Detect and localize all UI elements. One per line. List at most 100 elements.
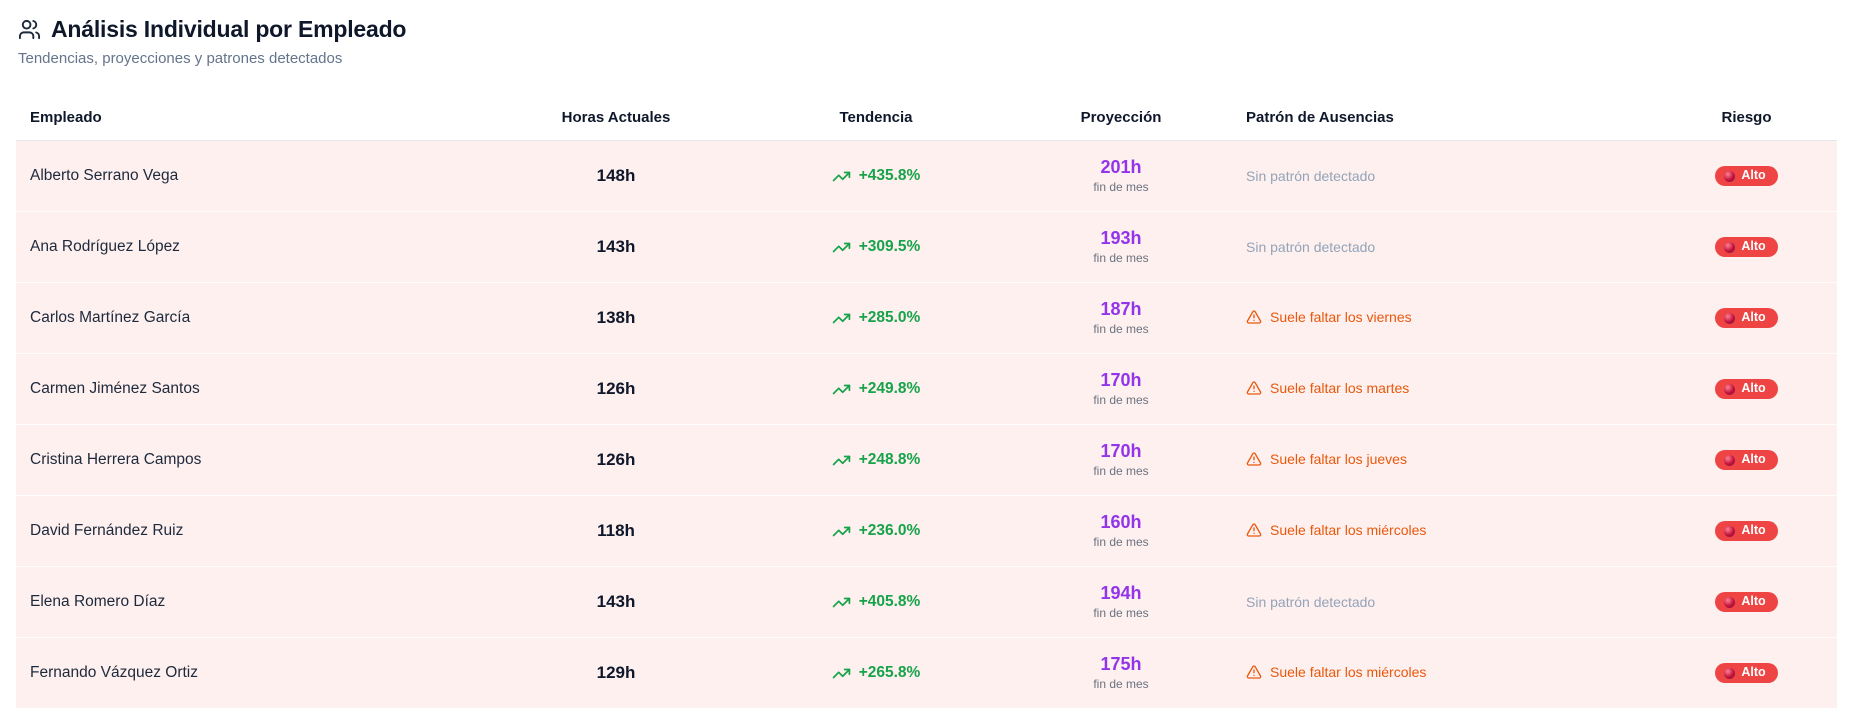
trend-value: +435.8% bbox=[858, 167, 921, 184]
trending-up-icon bbox=[832, 242, 850, 252]
table-row: Ana Rodríguez López 143h +309.5% 193h fi… bbox=[16, 212, 1837, 283]
trending-up-icon bbox=[832, 526, 850, 536]
projection-cell: 193h fin de mes bbox=[1006, 228, 1236, 265]
current-hours: 143h bbox=[596, 592, 636, 611]
risk-badge: Alto bbox=[1715, 521, 1778, 541]
absence-pattern-cell: Sin patrón detectado bbox=[1236, 168, 1656, 184]
projection-sublabel: fin de mes bbox=[1093, 463, 1149, 478]
absence-pattern-warning: Suele faltar los miércoles bbox=[1246, 664, 1426, 680]
risk-badge: Alto bbox=[1715, 663, 1778, 683]
projection-value: 201h bbox=[1100, 157, 1142, 178]
risk-label: Alto bbox=[1741, 168, 1766, 183]
projection-value: 193h bbox=[1100, 228, 1142, 249]
projection-cell: 187h fin de mes bbox=[1006, 299, 1236, 336]
risk-cell: Alto bbox=[1656, 379, 1837, 399]
risk-label: Alto bbox=[1741, 310, 1766, 325]
red-dot-icon bbox=[1724, 525, 1736, 537]
absence-pattern-none: Sin patrón detectado bbox=[1246, 594, 1376, 610]
employee-name: Carmen Jiménez Santos bbox=[30, 380, 200, 397]
users-icon bbox=[18, 19, 41, 40]
projection-cell: 170h fin de mes bbox=[1006, 441, 1236, 478]
trend-value: +248.8% bbox=[858, 451, 921, 468]
table-body: Alberto Serrano Vega 148h +435.8% 201h f… bbox=[16, 141, 1837, 709]
employee-name: Alberto Serrano Vega bbox=[30, 167, 179, 184]
trending-up-icon bbox=[832, 668, 850, 678]
projection-sublabel: fin de mes bbox=[1093, 676, 1149, 691]
current-hours: 148h bbox=[596, 166, 636, 185]
current-hours: 118h bbox=[597, 521, 635, 540]
risk-label: Alto bbox=[1741, 665, 1766, 680]
risk-cell: Alto bbox=[1656, 663, 1837, 683]
trending-up-icon bbox=[832, 455, 850, 465]
projection-cell: 175h fin de mes bbox=[1006, 654, 1236, 691]
red-dot-icon bbox=[1724, 383, 1736, 395]
table-row: Cristina Herrera Campos 126h +248.8% 170… bbox=[16, 425, 1837, 496]
risk-label: Alto bbox=[1741, 239, 1766, 254]
absence-pattern-text: Suele faltar los viernes bbox=[1270, 308, 1412, 325]
risk-cell: Alto bbox=[1656, 166, 1837, 186]
column-header-empleado: Empleado bbox=[30, 109, 102, 126]
warning-triangle-icon bbox=[1246, 664, 1262, 679]
risk-label: Alto bbox=[1741, 452, 1766, 467]
current-hours: 143h bbox=[596, 237, 636, 256]
risk-label: Alto bbox=[1741, 523, 1766, 538]
projection-sublabel: fin de mes bbox=[1093, 605, 1149, 620]
current-hours: 126h bbox=[596, 450, 636, 469]
table-row: Alberto Serrano Vega 148h +435.8% 201h f… bbox=[16, 141, 1837, 212]
absence-pattern-cell: Suele faltar los viernes bbox=[1236, 309, 1656, 328]
trending-up-icon bbox=[832, 597, 850, 607]
red-dot-icon bbox=[1724, 170, 1736, 182]
projection-cell: 170h fin de mes bbox=[1006, 370, 1236, 407]
risk-label: Alto bbox=[1741, 381, 1766, 396]
trend-cell: +285.0% bbox=[746, 309, 1006, 328]
current-hours: 129h bbox=[596, 663, 636, 682]
absence-pattern-text: Suele faltar los miércoles bbox=[1270, 663, 1427, 680]
red-dot-icon bbox=[1724, 241, 1736, 253]
employee-name: Fernando Vázquez Ortiz bbox=[30, 664, 199, 681]
column-header-patron: Patrón de Ausencias bbox=[1246, 109, 1394, 126]
absence-pattern-cell: Suele faltar los jueves bbox=[1236, 451, 1656, 470]
risk-badge: Alto bbox=[1715, 166, 1778, 186]
projection-value: 194h bbox=[1100, 583, 1142, 604]
employee-name: Carlos Martínez García bbox=[30, 309, 191, 326]
projection-cell: 194h fin de mes bbox=[1006, 583, 1236, 620]
absence-pattern-cell: Sin patrón detectado bbox=[1236, 594, 1656, 610]
trend-value: +285.0% bbox=[858, 309, 921, 326]
projection-cell: 160h fin de mes bbox=[1006, 512, 1236, 549]
risk-cell: Alto bbox=[1656, 308, 1837, 328]
trending-up-icon bbox=[832, 171, 850, 181]
absence-pattern-text: Suele faltar los martes bbox=[1270, 379, 1410, 396]
projection-sublabel: fin de mes bbox=[1093, 250, 1149, 265]
trend-cell: +248.8% bbox=[746, 451, 1006, 470]
absence-pattern-none: Sin patrón detectado bbox=[1246, 239, 1376, 255]
absence-pattern-cell: Suele faltar los martes bbox=[1236, 380, 1656, 399]
page-title: Análisis Individual por Empleado bbox=[51, 16, 407, 42]
absence-pattern-warning: Suele faltar los jueves bbox=[1246, 451, 1407, 467]
trend-value: +265.8% bbox=[858, 664, 921, 681]
trend-cell: +309.5% bbox=[746, 238, 1006, 257]
page-subtitle: Tendencias, proyecciones y patrones dete… bbox=[18, 50, 343, 67]
absence-pattern-cell: Suele faltar los miércoles bbox=[1236, 664, 1656, 683]
employee-analysis-table: Empleado Horas Actuales Tendencia Proyec… bbox=[16, 67, 1837, 709]
projection-value: 187h bbox=[1100, 299, 1142, 320]
employee-name: Ana Rodríguez López bbox=[30, 238, 180, 255]
page-header: Análisis Individual por Empleado Tendenc… bbox=[0, 0, 1853, 67]
risk-label: Alto bbox=[1741, 594, 1766, 609]
absence-pattern-none: Sin patrón detectado bbox=[1246, 168, 1376, 184]
projection-sublabel: fin de mes bbox=[1093, 392, 1149, 407]
table-row: Carmen Jiménez Santos 126h +249.8% 170h … bbox=[16, 354, 1837, 425]
trend-value: +236.0% bbox=[858, 522, 921, 539]
current-hours: 138h bbox=[596, 308, 636, 327]
red-dot-icon bbox=[1724, 667, 1736, 679]
risk-badge: Alto bbox=[1715, 592, 1778, 612]
employee-name: David Fernández Ruiz bbox=[30, 522, 184, 539]
projection-value: 170h bbox=[1100, 370, 1142, 391]
red-dot-icon bbox=[1724, 596, 1736, 608]
projection-sublabel: fin de mes bbox=[1093, 534, 1149, 549]
risk-cell: Alto bbox=[1656, 592, 1837, 612]
trending-up-icon bbox=[832, 313, 850, 323]
absence-pattern-warning: Suele faltar los martes bbox=[1246, 380, 1409, 396]
risk-cell: Alto bbox=[1656, 521, 1837, 541]
absence-pattern-text: Suele faltar los miércoles bbox=[1270, 521, 1427, 538]
trend-cell: +249.8% bbox=[746, 380, 1006, 399]
